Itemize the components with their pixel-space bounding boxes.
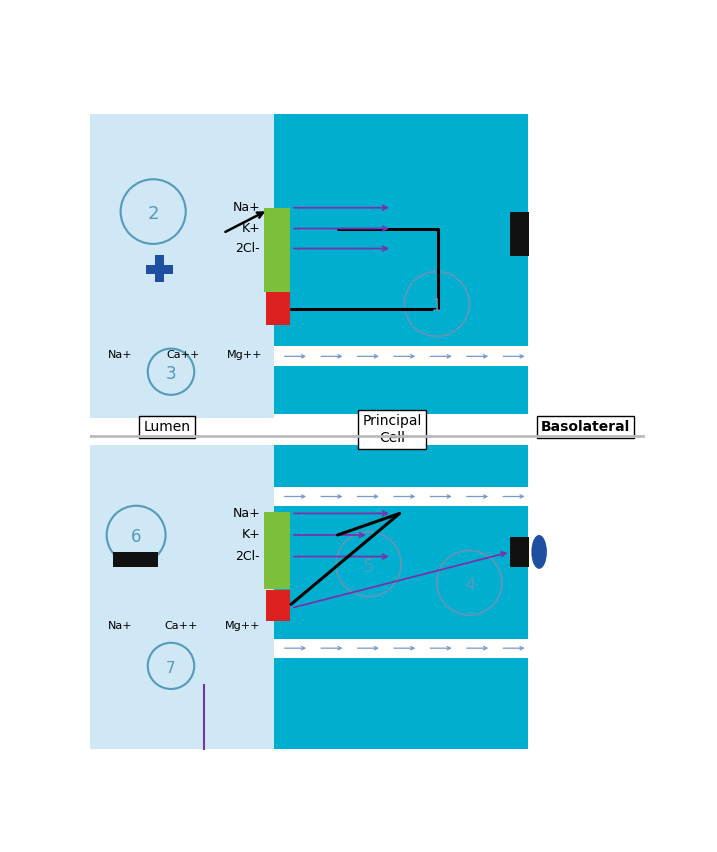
Text: Na+: Na+ — [232, 201, 260, 214]
Text: Na+: Na+ — [108, 350, 133, 360]
Text: 4: 4 — [464, 576, 475, 594]
Bar — [274, 114, 528, 346]
Bar — [511, 537, 529, 567]
Text: Principal
Cell: Principal Cell — [362, 414, 422, 445]
Text: Na+: Na+ — [232, 507, 260, 520]
Bar — [264, 512, 290, 589]
Text: 5: 5 — [363, 557, 374, 576]
Ellipse shape — [531, 535, 547, 569]
Bar — [274, 659, 528, 749]
Text: Mg++: Mg++ — [224, 621, 260, 630]
Bar — [146, 265, 174, 274]
Text: Ca++: Ca++ — [164, 621, 198, 630]
Bar — [274, 506, 528, 639]
Bar — [264, 208, 290, 292]
Text: 2Cl-: 2Cl- — [235, 550, 260, 563]
Bar — [274, 366, 528, 414]
Text: Mg++: Mg++ — [227, 350, 262, 360]
Bar — [274, 639, 645, 659]
Text: 1: 1 — [431, 297, 442, 315]
Bar — [511, 211, 529, 256]
Bar — [274, 445, 528, 487]
Text: Na+: Na+ — [108, 621, 133, 630]
Bar — [90, 114, 274, 418]
Bar — [274, 487, 645, 506]
Bar — [155, 256, 164, 282]
Text: 2Cl-: 2Cl- — [235, 242, 260, 255]
Text: Ca++: Ca++ — [166, 350, 199, 360]
Text: 2: 2 — [148, 204, 159, 223]
Text: 6: 6 — [131, 528, 141, 546]
Text: K+: K+ — [242, 222, 260, 235]
Text: 7: 7 — [166, 660, 176, 676]
Bar — [113, 552, 158, 567]
Bar — [90, 445, 274, 749]
Bar — [266, 292, 290, 325]
Text: Lumen: Lumen — [143, 420, 191, 435]
Bar — [274, 346, 645, 366]
Text: K+: K+ — [242, 528, 260, 542]
Bar — [266, 590, 290, 621]
Text: Basolateral: Basolateral — [541, 420, 630, 435]
Text: 3: 3 — [166, 365, 176, 383]
